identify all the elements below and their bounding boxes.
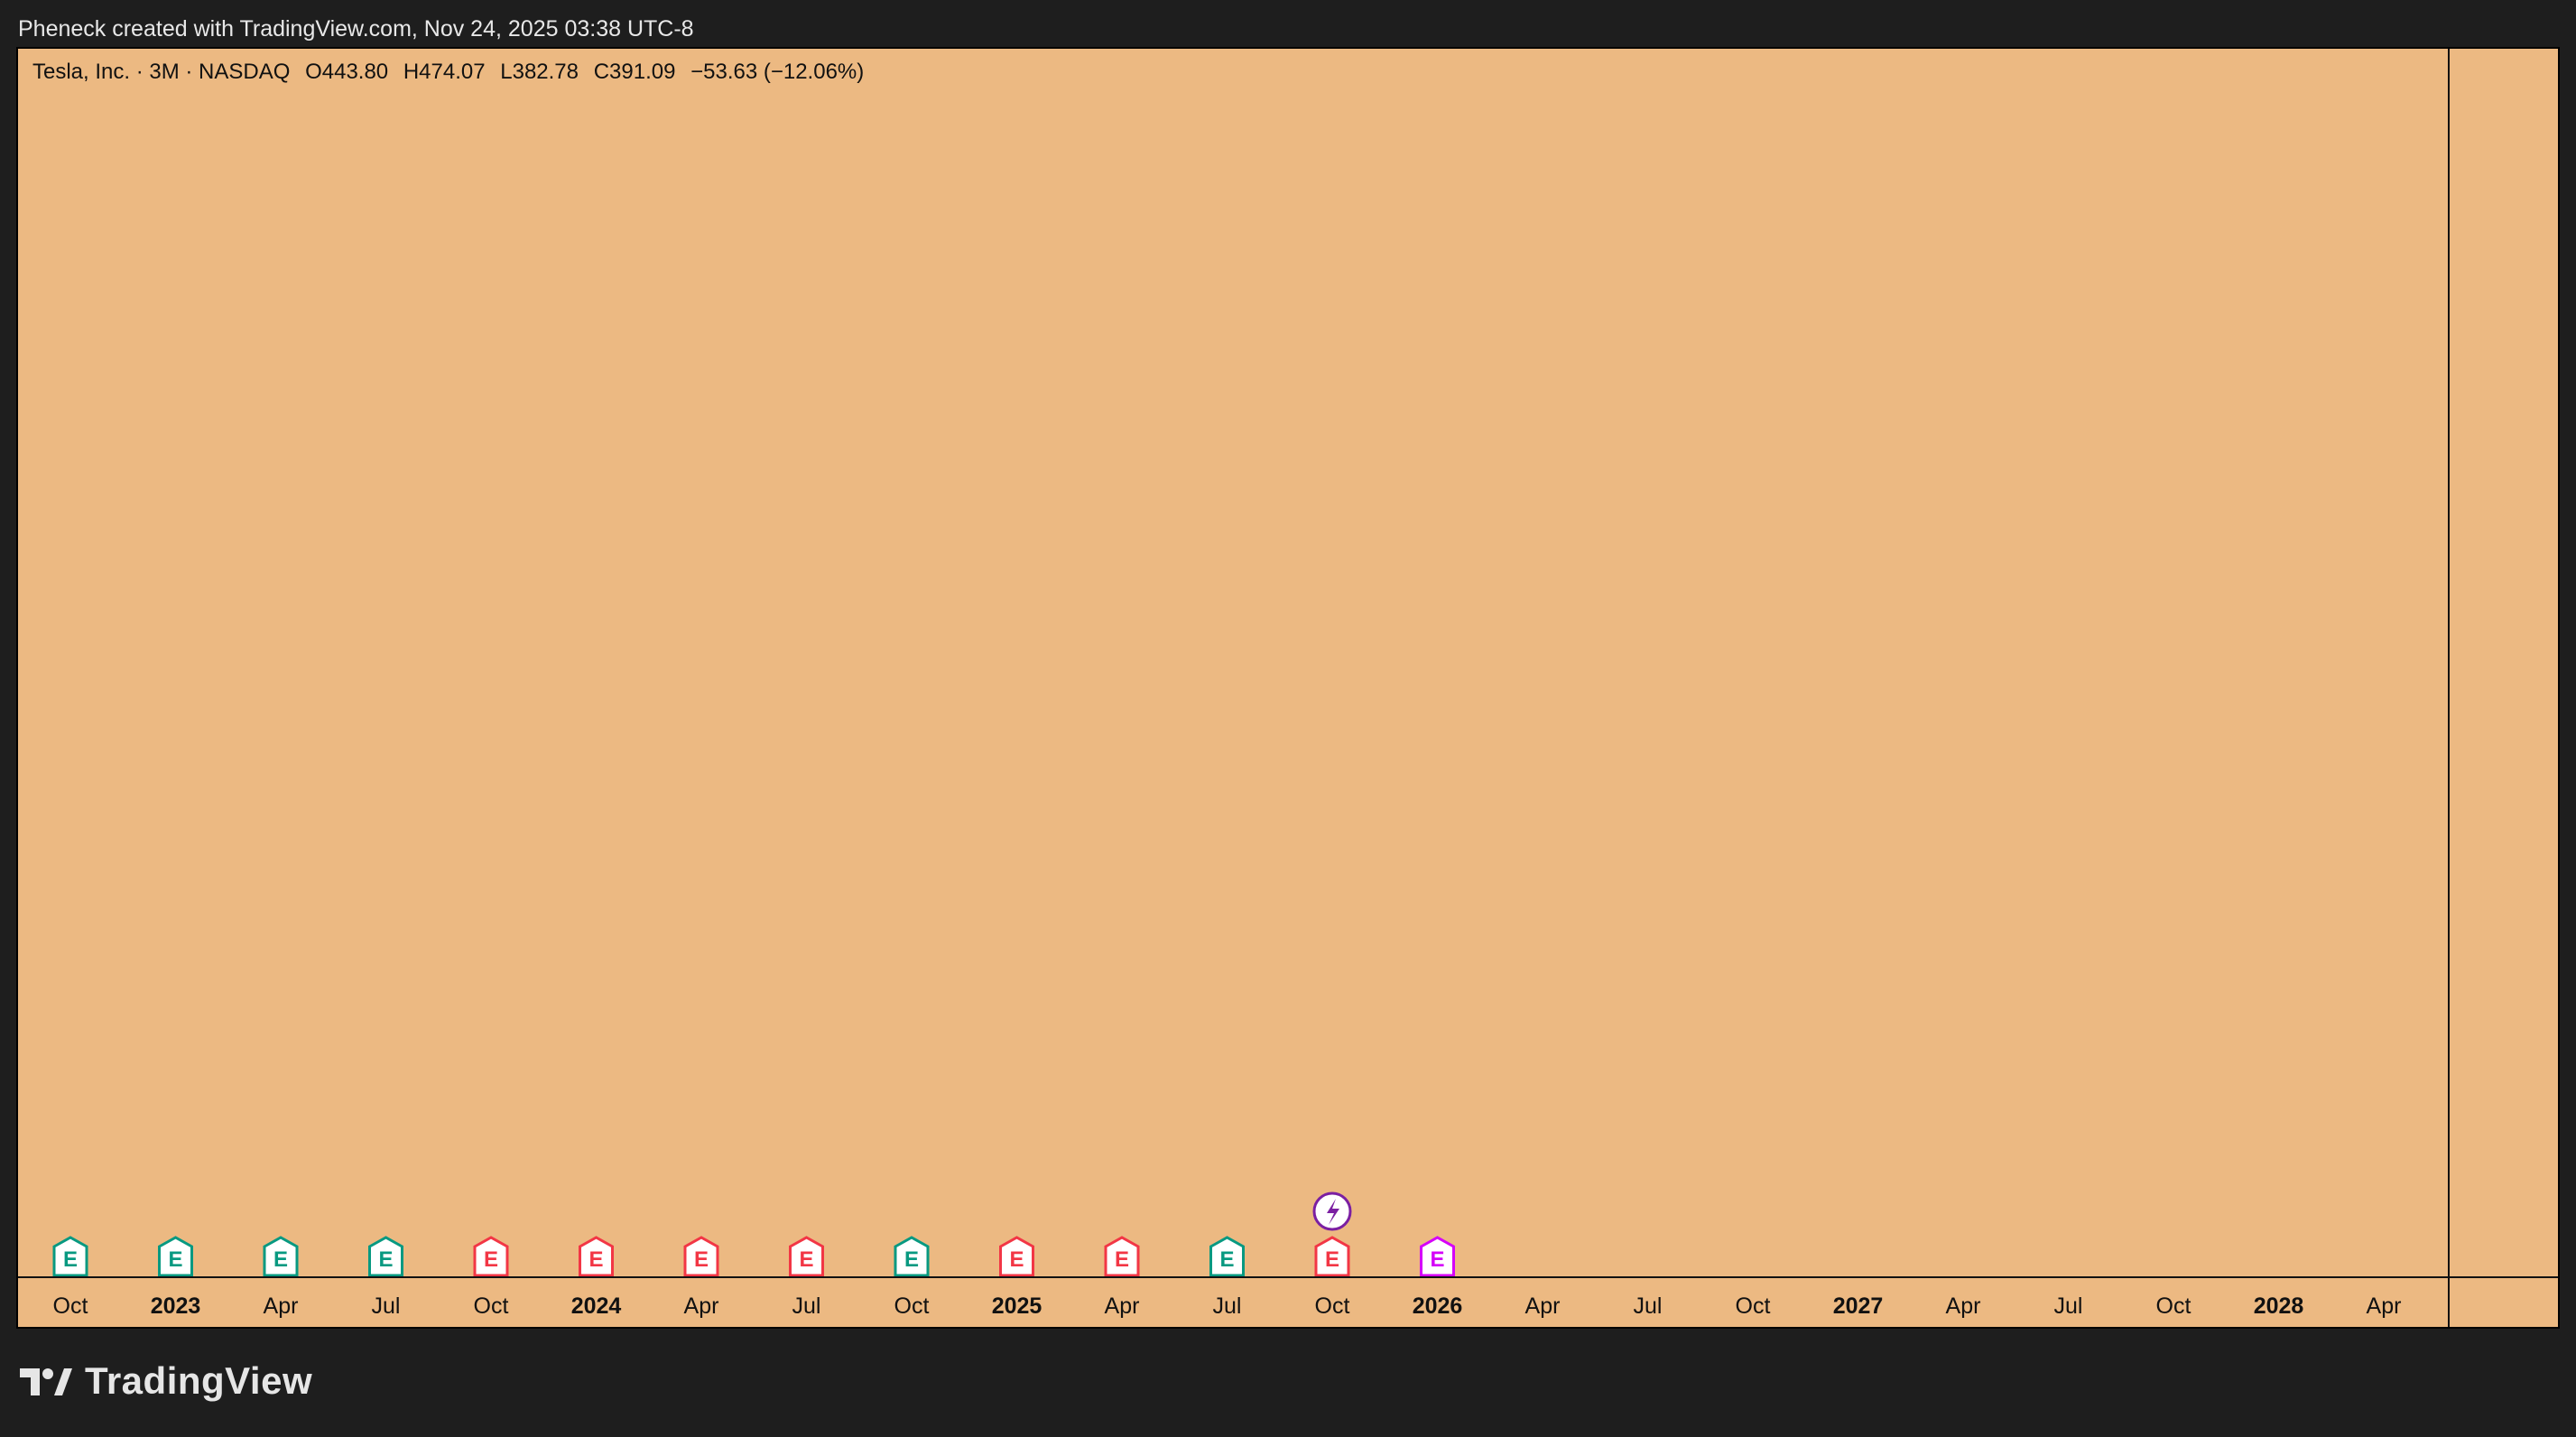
x-tick-label: Apr [264, 1293, 299, 1319]
earnings-marker[interactable] [263, 1236, 299, 1277]
tradingview-logo[interactable]: TradingView [20, 1354, 312, 1408]
earnings-marker[interactable] [1420, 1236, 1455, 1277]
x-tick-label: Oct [1315, 1293, 1350, 1319]
tradingview-logo-text: TradingView [85, 1359, 313, 1402]
x-tick-label: Oct [894, 1293, 930, 1319]
earnings-marker[interactable] [1104, 1236, 1140, 1277]
earnings-marker-label: E [1219, 1247, 1234, 1272]
earnings-marker[interactable] [683, 1236, 719, 1277]
earnings-marker[interactable] [368, 1236, 403, 1277]
x-tick-label: Apr [1105, 1293, 1140, 1319]
x-tick-label: Apr [684, 1293, 719, 1319]
x-tick-label: Oct [2156, 1293, 2191, 1319]
x-tick-label: 2027 [1833, 1293, 1884, 1319]
earnings-marker[interactable] [473, 1236, 509, 1277]
earnings-marker-label: E [378, 1247, 393, 1272]
earnings-marker-label: E [273, 1247, 288, 1272]
earnings-marker-label: E [694, 1247, 709, 1272]
x-tick-label: 2025 [992, 1293, 1042, 1319]
x-tick-label: Jul [792, 1293, 821, 1319]
symbol-legend: Tesla, Inc. · 3M · NASDAQ O443.80 H474.0… [32, 60, 873, 85]
lightning-event-glyph [1327, 1199, 1339, 1225]
legend-high: H474.07 [403, 60, 486, 84]
x-tick-label: 2024 [571, 1293, 622, 1319]
earnings-marker-label: E [484, 1247, 498, 1272]
x-tick-label: Jul [1634, 1293, 1663, 1319]
earnings-marker-label: E [1009, 1247, 1024, 1272]
x-tick-label: Apr [1525, 1293, 1561, 1319]
x-tick-label: Oct [53, 1293, 88, 1319]
x-tick-label: Apr [1946, 1293, 1981, 1319]
chart-pane[interactable] [18, 49, 2448, 1276]
x-tick-label: Oct [474, 1293, 509, 1319]
x-tick-label: Jul [1213, 1293, 1242, 1319]
x-tick-label: Jul [2054, 1293, 2083, 1319]
legend-symbol: Tesla, Inc. · 3M · NASDAQ [32, 60, 291, 84]
earnings-marker-label: E [1115, 1247, 1129, 1272]
earnings-marker[interactable] [579, 1236, 614, 1277]
earnings-marker-label: E [1325, 1247, 1339, 1272]
x-tick-label: Jul [372, 1293, 401, 1319]
x-tick-label: Oct [1736, 1293, 1771, 1319]
legend-change: −53.63 (−12.06%) [690, 60, 865, 84]
earnings-marker-label: E [168, 1247, 182, 1272]
time-axis[interactable] [18, 1278, 2448, 1327]
axis-corner [2450, 1278, 2558, 1327]
earnings-marker[interactable] [999, 1236, 1034, 1277]
earnings-marker-label: E [588, 1247, 603, 1272]
earnings-marker-label: E [904, 1247, 919, 1272]
x-tick-label: Apr [2367, 1293, 2402, 1319]
x-tick-label: 2028 [2254, 1293, 2304, 1319]
earnings-marker-label: E [1430, 1247, 1444, 1272]
earnings-marker[interactable] [158, 1236, 193, 1277]
legend-low: L382.78 [500, 60, 579, 84]
x-tick-label: 2026 [1413, 1293, 1463, 1319]
earnings-marker[interactable] [1314, 1236, 1350, 1277]
earnings-marker-label: E [799, 1247, 813, 1272]
earnings-marker[interactable] [52, 1236, 88, 1277]
legend-close: C391.09 [593, 60, 676, 84]
earnings-marker[interactable] [789, 1236, 824, 1277]
tradingview-logo-icon [20, 1365, 72, 1397]
earnings-marker[interactable] [1209, 1236, 1245, 1277]
x-tick-label: 2023 [151, 1293, 201, 1319]
earnings-marker[interactable] [894, 1236, 930, 1277]
legend-open: O443.80 [305, 60, 389, 84]
price-axis[interactable] [2450, 49, 2558, 1276]
chart-attribution: Pheneck created with TradingView.com, No… [18, 16, 694, 42]
earnings-marker-label: E [63, 1247, 78, 1272]
